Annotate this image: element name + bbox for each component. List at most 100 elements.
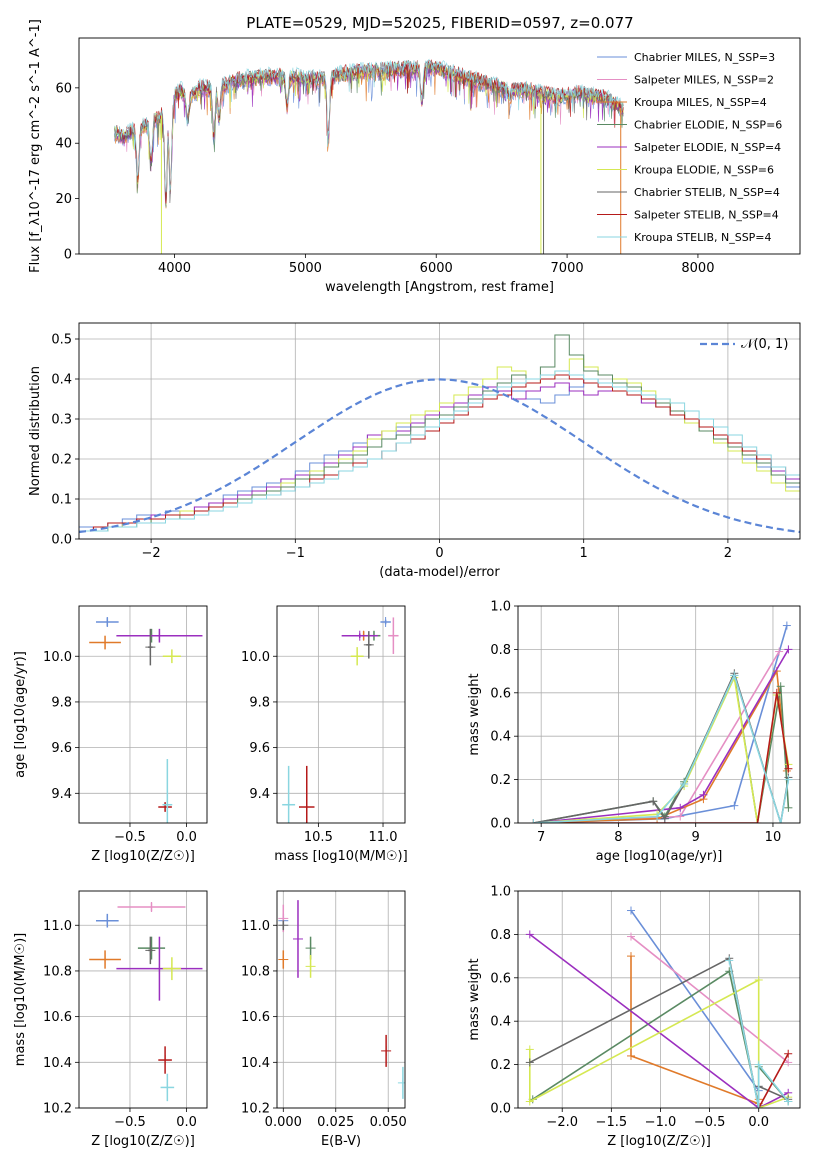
x-tick-label: 8000 bbox=[681, 261, 714, 276]
y-tick-label: 0.6 bbox=[490, 971, 511, 986]
y-axis-label: mass weight bbox=[467, 958, 482, 1040]
legend-label: Chabrier STELIB, N_SSP=4 bbox=[634, 186, 780, 199]
y-tick-label: 0.4 bbox=[490, 1015, 511, 1030]
points bbox=[89, 616, 203, 823]
spectrum-series-chabrier_miles bbox=[114, 66, 624, 208]
x-tick-label: 10.5 bbox=[304, 830, 333, 845]
y-tick-label: 0 bbox=[64, 248, 72, 263]
panel-7: −2.0 −1.5 −1.0 −0.5 0.0 0.0 0.2 0.4 0.6 0.8 1.0 Z [… bbox=[467, 885, 801, 1149]
y-tick-label: 10.4 bbox=[241, 1056, 270, 1071]
y-tick-label: 10.8 bbox=[43, 964, 72, 979]
axes-frame bbox=[78, 322, 801, 540]
y-tick-label: 10.2 bbox=[43, 1102, 72, 1117]
y-tick-label: 0.0 bbox=[51, 533, 72, 548]
legend-label: 𝒩(0, 1) bbox=[741, 337, 788, 352]
series-line-salpeter_elodie bbox=[529, 933, 789, 1108]
x-tick-label: 2 bbox=[724, 546, 732, 561]
y-tick-label: 0.8 bbox=[490, 928, 511, 943]
legend-label: Chabrier MILES, N_SSP=3 bbox=[634, 51, 775, 64]
x-tick-label: 0.0 bbox=[176, 1115, 197, 1130]
x-tick-label: 7 bbox=[537, 830, 545, 845]
x-tick-label: 4000 bbox=[158, 261, 191, 276]
histogram-steps bbox=[79, 334, 800, 534]
histogram-series-kroupa_stelib bbox=[79, 370, 800, 532]
x-tick-label: −0.5 bbox=[114, 1115, 146, 1130]
y-tick-label: 0.0 bbox=[490, 817, 511, 832]
x-tick-label: 1 bbox=[580, 546, 588, 561]
y-tick-label: 9.6 bbox=[249, 741, 270, 756]
series-line-kroupa_stelib bbox=[728, 960, 789, 1108]
normal-curve bbox=[79, 378, 800, 534]
y-tick-label: 0.4 bbox=[51, 373, 72, 388]
y-tick-label: 10.6 bbox=[241, 1010, 270, 1025]
axes-frame bbox=[517, 605, 801, 824]
panel-0: 4000 5000 6000 7000 8000 0 20 40 60 wavelength [A… bbox=[28, 19, 801, 295]
legend-label: Salpeter ELODIE, N_SSP=4 bbox=[634, 141, 781, 154]
y-tick-label: 0.5 bbox=[51, 333, 72, 348]
x-tick-label: 6000 bbox=[420, 261, 453, 276]
y-tick-label: 40 bbox=[55, 137, 72, 152]
y-tick-label: 9.8 bbox=[249, 695, 270, 710]
axes-frame bbox=[517, 890, 801, 1109]
x-tick-label: 5000 bbox=[289, 261, 322, 276]
spectrum-series-kroupa_stelib bbox=[114, 58, 624, 193]
x-tick-label: 7000 bbox=[551, 261, 584, 276]
y-tick-label: 20 bbox=[55, 192, 72, 207]
figure-title: PLATE=0529, MJD=52025, FIBERID=0597, z=0… bbox=[246, 14, 633, 32]
y-axis-label: Normed distribution bbox=[28, 366, 43, 496]
legend: Chabrier MILES, N_SSP=3 Salpeter MILES, N… bbox=[597, 51, 782, 244]
points bbox=[278, 900, 405, 1099]
x-tick-label: 0.0 bbox=[176, 830, 197, 845]
x-axis-label: (data-model)/error bbox=[379, 565, 500, 580]
x-tick-label: −2.0 bbox=[546, 1115, 578, 1130]
y-tick-label: 0.0 bbox=[490, 1102, 511, 1117]
x-tick-label: 0.025 bbox=[317, 1115, 354, 1130]
y-tick-label: 0.4 bbox=[490, 730, 511, 745]
series-line-kroupa_stelib bbox=[533, 673, 790, 823]
x-axis-label: wavelength [Angstrom, rest frame] bbox=[325, 280, 554, 295]
x-tick-label: 0.0 bbox=[748, 1115, 769, 1130]
points bbox=[282, 616, 399, 823]
x-tick-label: −0.5 bbox=[114, 830, 146, 845]
y-tick-label: 0.2 bbox=[490, 773, 511, 788]
axes-frame bbox=[78, 605, 208, 824]
x-axis-label: age [log10(age/yr)] bbox=[596, 849, 723, 864]
legend-label: Kroupa MILES, N_SSP=4 bbox=[634, 96, 767, 109]
y-tick-label: 0.1 bbox=[51, 493, 72, 508]
x-tick-label: −2 bbox=[142, 546, 161, 561]
x-tick-label: −1.5 bbox=[596, 1115, 628, 1130]
series bbox=[529, 621, 793, 823]
y-tick-label: 9.6 bbox=[51, 741, 72, 756]
legend-label: Kroupa STELIB, N_SSP=4 bbox=[634, 231, 772, 244]
y-tick-label: 10.6 bbox=[43, 1010, 72, 1025]
x-axis-label: mass [log10(M/M☉)] bbox=[274, 849, 407, 864]
y-tick-label: 11.0 bbox=[241, 919, 270, 934]
spectrum-lines bbox=[114, 58, 624, 254]
series-line-salpeter_stelib bbox=[533, 692, 790, 823]
x-tick-label: 8 bbox=[614, 830, 622, 845]
series-line-salpeter_miles bbox=[630, 935, 789, 1064]
x-tick-label: −1 bbox=[286, 546, 305, 561]
panel-4: 7 8 9 10 0.0 0.2 0.4 0.6 0.8 1.0 age [log10(age/yr… bbox=[467, 600, 801, 864]
x-tick-label: 10 bbox=[765, 830, 782, 845]
x-axis-label: E(B-V) bbox=[321, 1134, 361, 1149]
series bbox=[525, 906, 793, 1108]
axes-frame bbox=[78, 37, 801, 255]
y-tick-label: 9.4 bbox=[51, 787, 72, 802]
y-tick-label: 1.0 bbox=[490, 600, 511, 615]
legend-label: Salpeter STELIB, N_SSP=4 bbox=[634, 209, 779, 222]
y-tick-label: 0.2 bbox=[51, 453, 72, 468]
series-line-salpeter_elodie bbox=[533, 648, 790, 823]
y-tick-label: 1.0 bbox=[490, 885, 511, 900]
y-tick-label: 0.8 bbox=[490, 643, 511, 658]
x-axis-label: Z [log10(Z/Z☉)] bbox=[607, 1134, 711, 1149]
y-axis-label: Flux [f_λ10^-17 erg cm^-2 s^-1 A^-1] bbox=[28, 19, 43, 273]
legend-label: Salpeter MILES, N_SSP=2 bbox=[634, 74, 774, 87]
y-tick-label: 9.8 bbox=[51, 695, 72, 710]
legend-label: Chabrier ELODIE, N_SSP=6 bbox=[634, 119, 782, 132]
y-tick-label: 10.0 bbox=[43, 650, 72, 665]
legend-label: Kroupa ELODIE, N_SSP=6 bbox=[634, 164, 774, 177]
legend: 𝒩(0, 1) bbox=[700, 337, 788, 352]
y-tick-label: 10.8 bbox=[241, 964, 270, 979]
y-axis-label: mass [log10(M/M☉)] bbox=[13, 933, 28, 1066]
